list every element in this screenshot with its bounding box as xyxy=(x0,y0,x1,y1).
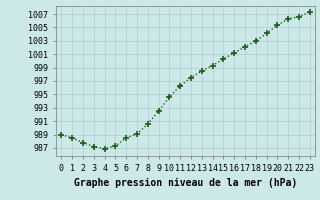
X-axis label: Graphe pression niveau de la mer (hPa): Graphe pression niveau de la mer (hPa) xyxy=(74,178,297,188)
